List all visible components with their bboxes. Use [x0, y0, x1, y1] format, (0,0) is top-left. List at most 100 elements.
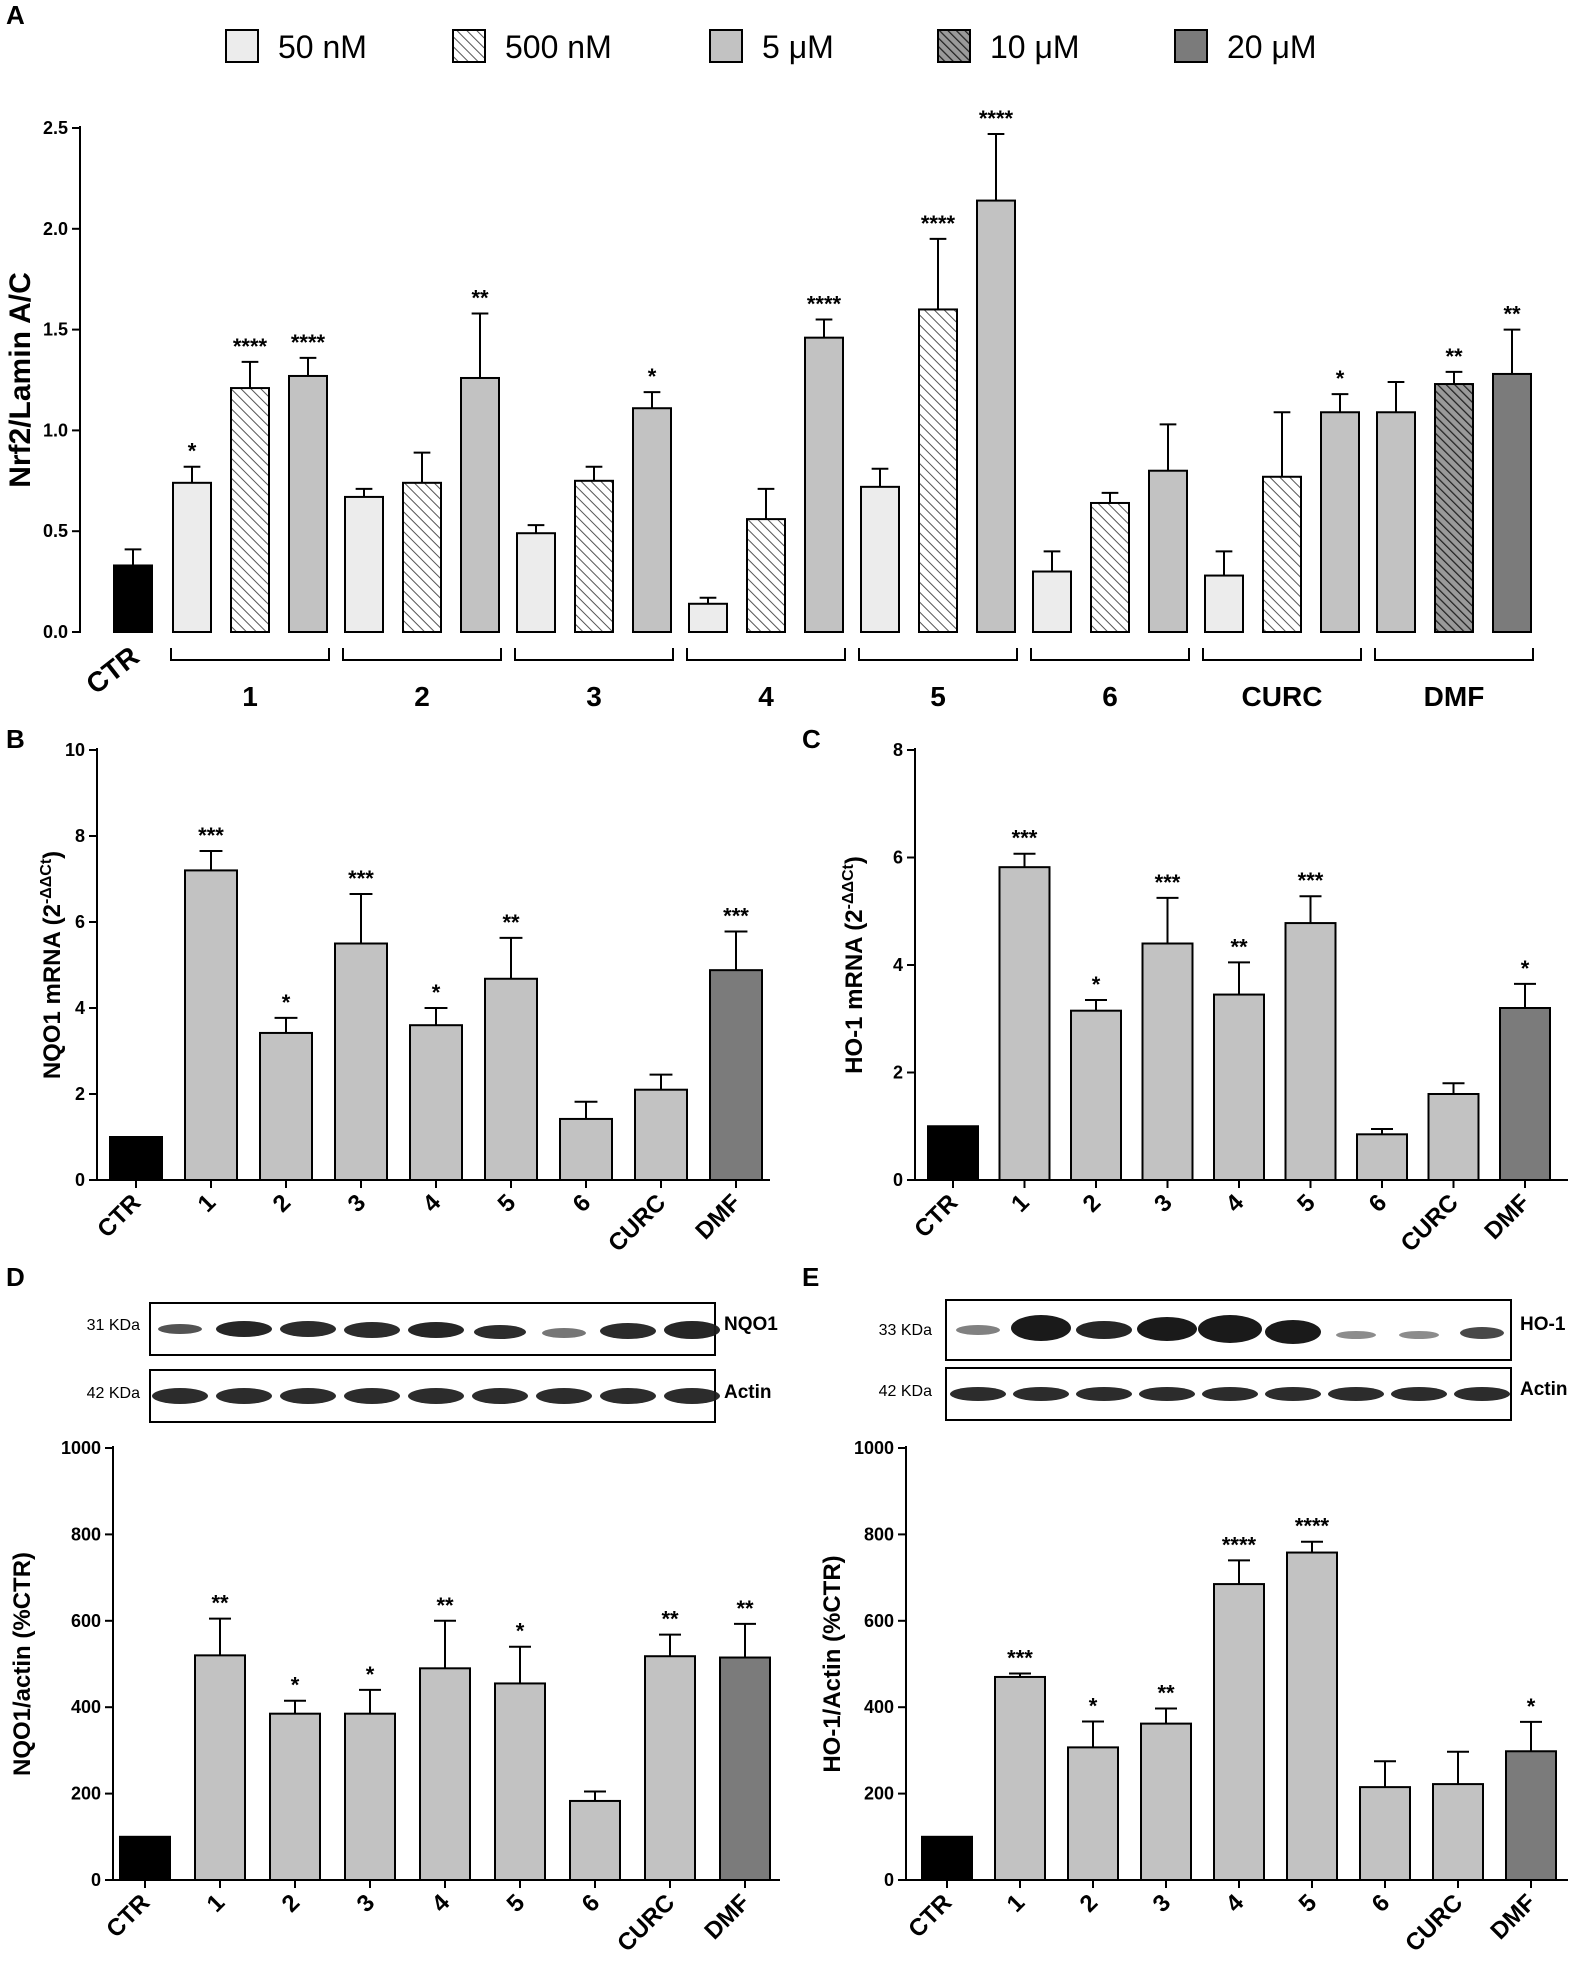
- y-tick-label: 6: [893, 848, 903, 868]
- blot-d-kda-1: 31 KDa: [87, 1317, 140, 1334]
- group-label: 6: [1102, 681, 1118, 712]
- bar: [1213, 1583, 1265, 1881]
- panel-label-b: B: [6, 724, 25, 754]
- group-bracket: [514, 648, 674, 661]
- significance-label: ***: [348, 866, 374, 891]
- significance-label: ****: [807, 292, 842, 317]
- y-tick-label: 0: [893, 1170, 903, 1190]
- blot-e-kda-2: 42 KDa: [879, 1383, 932, 1400]
- blot-band: [1137, 1317, 1197, 1341]
- y-tick-label: 0: [884, 1870, 894, 1890]
- bar: [402, 481, 442, 634]
- blot-e-name-2: Actin: [1520, 1379, 1568, 1400]
- significance-label: ***: [723, 903, 749, 928]
- category-label: 6: [1367, 1889, 1396, 1918]
- bar: [1284, 922, 1337, 1181]
- blot-band: [1328, 1387, 1384, 1401]
- bar: [1213, 993, 1265, 1181]
- bar: [1356, 1133, 1408, 1181]
- bar: [688, 602, 728, 634]
- bar: [419, 1667, 471, 1881]
- y-tick-label: 600: [864, 1611, 894, 1631]
- legend-label-500nm: 500 nM: [505, 29, 612, 65]
- group-bracket: [1374, 648, 1534, 661]
- legend: 50 nM 500 nM 5 μM 10 μM 20 μM: [225, 29, 1317, 65]
- category-label: 4: [1221, 1889, 1250, 1918]
- bar: [194, 1654, 246, 1881]
- category-label-ctr: CTR: [80, 640, 144, 700]
- y-axis-title: NQO1/actin (%CTR): [9, 1552, 36, 1776]
- group-label: 1: [242, 681, 258, 712]
- significance-label: **: [1503, 302, 1521, 327]
- chart-nqo1-mrna: 0 2 4 6 8 10 NQO1 mRNA (2-ΔΔCt) CTR *** 1 * 2 *** 3 * 4…: [38, 740, 770, 1257]
- bar: [644, 1655, 696, 1881]
- category-label: 1: [202, 1889, 231, 1918]
- y-tick-label: 2.0: [43, 219, 68, 239]
- category-label: CURC: [603, 1189, 671, 1257]
- y-tick-label: 1000: [61, 1438, 101, 1458]
- group-bracket: [342, 648, 502, 661]
- blot-band: [664, 1388, 720, 1404]
- category-label: 1: [1006, 1189, 1035, 1218]
- group-bracket: [1030, 648, 1190, 661]
- category-label: CTR: [92, 1189, 146, 1243]
- significance-label: ****: [1222, 1532, 1257, 1557]
- bar: [1432, 1783, 1484, 1881]
- category-label: 4: [418, 1189, 447, 1218]
- group-label: 4: [758, 681, 774, 712]
- blot-band: [536, 1388, 592, 1404]
- category-label: CTR: [909, 1189, 963, 1243]
- bar: [634, 1088, 688, 1181]
- category-label: CTR: [101, 1889, 155, 1943]
- category-label: 3: [1148, 1889, 1177, 1918]
- category-label: 3: [1149, 1189, 1178, 1218]
- bar: [1320, 411, 1360, 634]
- significance-label: **: [661, 1607, 679, 1632]
- panel-label-a: A: [6, 0, 25, 30]
- blot-band: [472, 1388, 528, 1404]
- significance-label: **: [436, 1593, 454, 1618]
- significance-label: ***: [1155, 870, 1181, 895]
- legend-label-20um: 20 μM: [1227, 29, 1317, 65]
- blot-band: [950, 1387, 1006, 1401]
- group-label: 5: [930, 681, 946, 712]
- group-bracket: [686, 648, 846, 661]
- y-axis-title-end: ): [39, 851, 66, 859]
- bar: [1505, 1750, 1557, 1882]
- y-tick-label: 1000: [854, 1438, 894, 1458]
- y-tick-label: 2.5: [43, 118, 68, 138]
- blot-band: [1202, 1387, 1258, 1401]
- significance-label: *: [1092, 972, 1101, 997]
- category-label: 1: [193, 1189, 222, 1218]
- y-axis-title-end: ): [841, 856, 868, 864]
- blot-band: [664, 1321, 720, 1339]
- category-label: 4: [427, 1889, 456, 1918]
- blot-band: [1336, 1331, 1376, 1339]
- y-tick-label: 600: [71, 1611, 101, 1631]
- significance-label: *: [648, 364, 657, 389]
- y-tick-label: 800: [71, 1524, 101, 1544]
- category-label: 1: [1002, 1889, 1031, 1918]
- blot-band: [158, 1324, 202, 1334]
- category-label: 5: [502, 1889, 531, 1918]
- category-label: 6: [1364, 1189, 1393, 1218]
- y-axis-title-main: HO-1/Actin (%CTR): [819, 1555, 846, 1772]
- y-tick-label: 0: [91, 1870, 101, 1890]
- significance-label: **: [471, 285, 489, 310]
- legend-swatch-500nm: [452, 29, 486, 63]
- bar: [344, 495, 384, 634]
- significance-label: *: [1089, 1693, 1098, 1718]
- y-tick-label: 8: [75, 826, 85, 846]
- legend-swatch-5um: [709, 29, 743, 63]
- significance-label: **: [1157, 1680, 1175, 1705]
- bar: [1032, 570, 1072, 634]
- bar: [516, 532, 556, 633]
- bar: [709, 969, 763, 1181]
- bar: [976, 199, 1016, 634]
- category-label: 5: [1292, 1189, 1321, 1218]
- y-tick-label: 1.5: [43, 320, 68, 340]
- significance-label: ****: [291, 330, 326, 355]
- category-label: CURC: [612, 1889, 680, 1957]
